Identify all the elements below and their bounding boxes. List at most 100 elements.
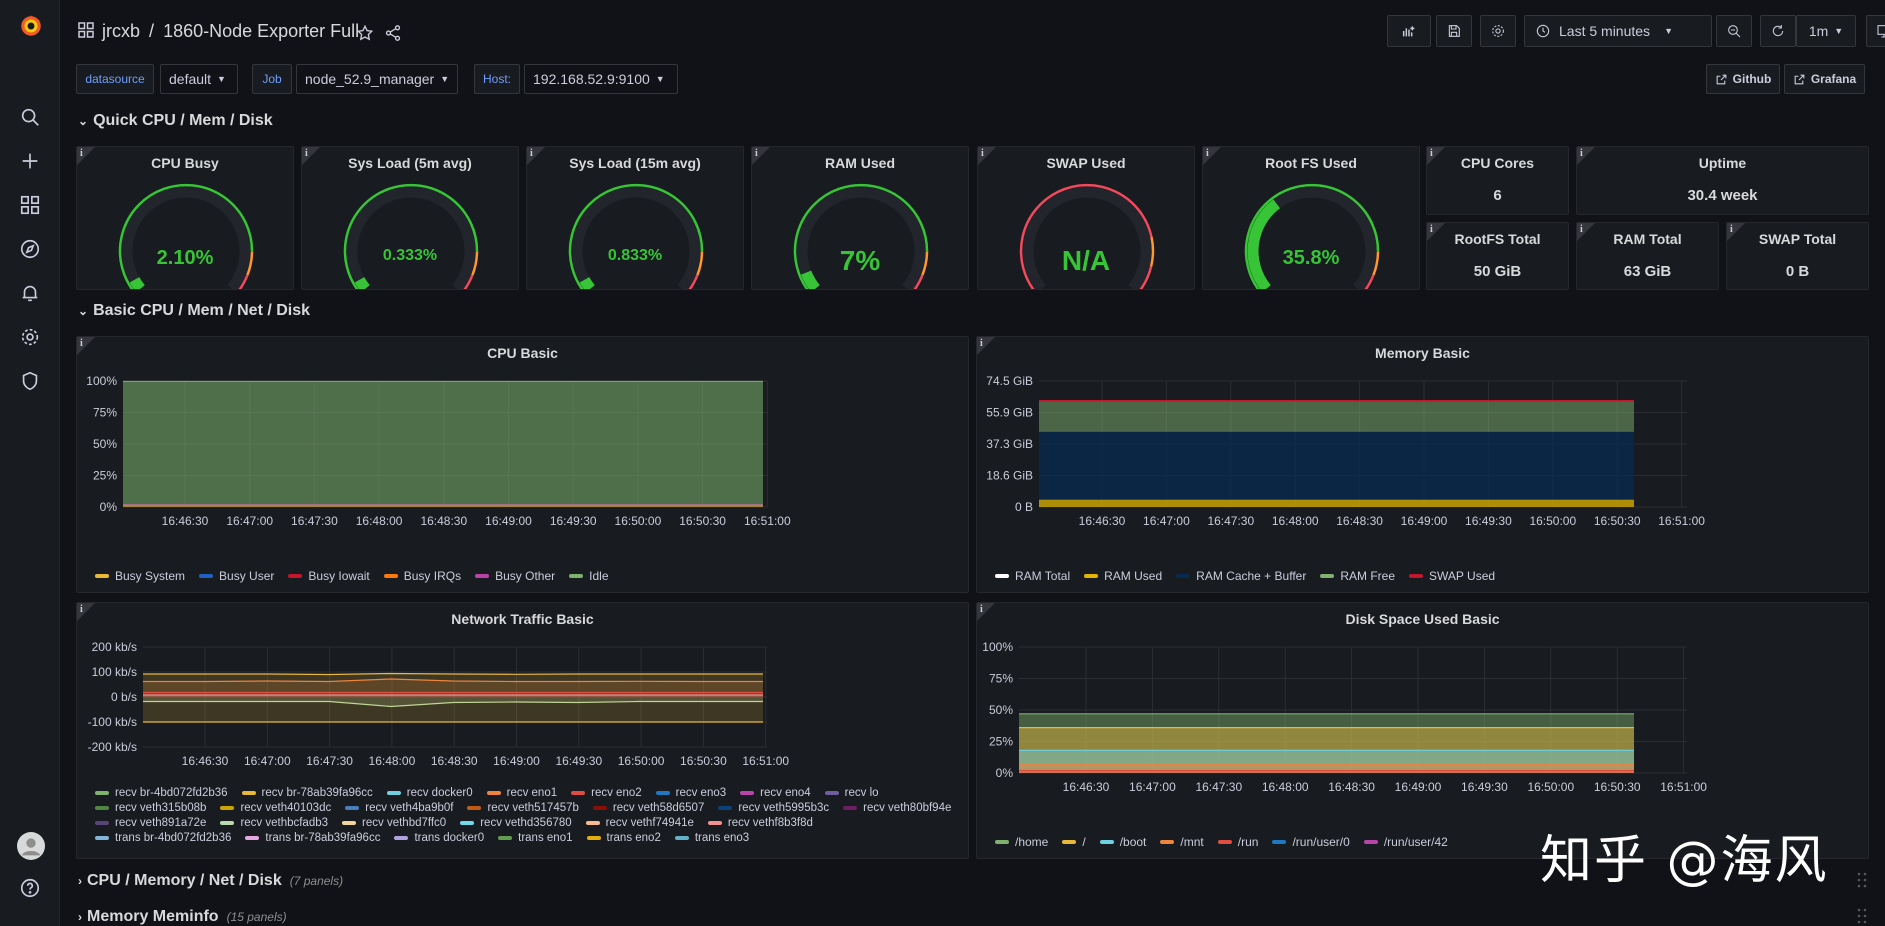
legend-item[interactable]: Busy Other: [475, 569, 555, 583]
legend-item[interactable]: recv vethbd7ffc0: [342, 817, 446, 829]
legend-item[interactable]: recv vethf74941e: [585, 817, 694, 829]
graph-panel-cpu-basic[interactable]: i CPU Basic 100% 75% 50% 25% 0% 16:46:30 16:47…: [76, 336, 969, 593]
graph-panel-disk-basic[interactable]: i Disk Space Used Basic 100% 75% 50% 25% 0% 1…: [976, 602, 1869, 859]
row-header-quick[interactable]: ⌄ Quick CPU / Mem / Disk: [78, 112, 273, 130]
dashboard-settings-button[interactable]: [1480, 15, 1516, 47]
legend-item[interactable]: RAM Total: [995, 569, 1070, 583]
legend-item[interactable]: recv eno3: [655, 787, 726, 799]
row-header-meminfo[interactable]: › Memory Meminfo (15 panels): [78, 908, 1871, 926]
gauge-panel-swap-used[interactable]: i SWAP Used N/A: [977, 146, 1195, 290]
legend-item[interactable]: recv eno1: [486, 787, 557, 799]
panel-info-icon[interactable]: i: [1577, 147, 1595, 165]
drag-handle-icon[interactable]: [1857, 872, 1867, 888]
legend-item[interactable]: recv veth58d6507: [592, 802, 704, 814]
shield-icon[interactable]: [18, 369, 42, 393]
star-icon[interactable]: [356, 24, 374, 42]
legend-item[interactable]: recv br-78ab39fa96cc: [241, 787, 373, 799]
disk-basic-chart[interactable]: 100% 75% 50% 25% 0% 16:46:30 16:47:00 16:47:30 1…: [977, 633, 1868, 833]
legend-item[interactable]: /run/user/0: [1272, 835, 1350, 849]
legend-item[interactable]: trans eno1: [498, 832, 573, 844]
variable-select-host[interactable]: 192.168.52.9:9100 ▼: [524, 64, 678, 94]
legend-item[interactable]: /run/user/42: [1363, 835, 1448, 849]
variable-select-job[interactable]: node_52.9_manager ▼: [296, 64, 458, 94]
legend-item[interactable]: Busy Iowait: [288, 569, 370, 583]
drag-handle-icon[interactable]: [1857, 908, 1867, 924]
legend-item[interactable]: recv vethf8b3f8d: [707, 817, 813, 829]
legend-item[interactable]: recv vethbcfadb3: [220, 817, 328, 829]
panel-info-icon[interactable]: i: [977, 337, 995, 355]
help-icon[interactable]: [18, 876, 42, 900]
legend-item[interactable]: trans docker0: [394, 832, 484, 844]
legend-item[interactable]: Busy User: [199, 569, 274, 583]
refresh-interval-picker[interactable]: 1m ▼: [1796, 15, 1856, 47]
panel-info-icon[interactable]: i: [77, 147, 95, 165]
refresh-button[interactable]: [1760, 15, 1796, 47]
save-dashboard-button[interactable]: [1436, 15, 1472, 47]
dashboards-grid-icon[interactable]: [18, 193, 42, 217]
panel-info-icon[interactable]: i: [302, 147, 320, 165]
dashboard-title[interactable]: 1860-Node Exporter Full: [163, 21, 360, 41]
legend-item[interactable]: recv veth891a72e: [95, 817, 206, 829]
panel-info-icon[interactable]: i: [527, 147, 545, 165]
legend-item[interactable]: recv veth40103dc: [220, 802, 331, 814]
cpu-basic-chart[interactable]: 100% 75% 50% 25% 0% 16:46:30 16:47:00 16:47:30 1…: [77, 367, 968, 567]
grafana-logo-icon[interactable]: [17, 12, 45, 40]
legend-item[interactable]: recv veth517457b: [467, 802, 579, 814]
row-header-cpu-memory[interactable]: › CPU / Memory / Net / Disk (7 panels): [78, 872, 1871, 900]
time-picker-button[interactable]: Last 5 minutes ▼: [1524, 15, 1712, 47]
legend-item[interactable]: RAM Used: [1084, 569, 1162, 583]
panel-info-icon[interactable]: i: [77, 337, 95, 355]
panel-info-icon[interactable]: i: [1427, 223, 1445, 241]
legend-item[interactable]: recv vethd356780: [460, 817, 572, 829]
grafana-link-button[interactable]: Grafana: [1784, 64, 1865, 94]
panel-info-icon[interactable]: i: [1203, 147, 1221, 165]
graph-panel-network-basic[interactable]: i Network Traffic Basic 200 kb/s 100 kb/s…: [76, 602, 969, 859]
row-header-basic[interactable]: ⌄ Basic CPU / Mem / Net / Disk: [78, 302, 310, 320]
legend-item[interactable]: RAM Free: [1320, 569, 1395, 583]
panel-info-icon[interactable]: i: [1427, 147, 1445, 165]
stat-panel-ram-total[interactable]: i RAM Total 63 GiB: [1576, 222, 1719, 290]
search-icon[interactable]: [18, 105, 42, 129]
legend-item[interactable]: /run: [1217, 835, 1258, 849]
stat-panel-rootfs-total[interactable]: i RootFS Total 50 GiB: [1426, 222, 1569, 290]
legend-item[interactable]: /: [1062, 835, 1086, 849]
legend-item[interactable]: recv lo: [824, 787, 879, 799]
legend-item[interactable]: recv br-4bd072fd2b36: [95, 787, 228, 799]
plus-icon[interactable]: [18, 149, 42, 173]
legend-item[interactable]: RAM Cache + Buffer: [1176, 569, 1306, 583]
breadcrumb-folder[interactable]: jrcxb: [102, 21, 141, 41]
legend-item[interactable]: trans eno3: [674, 832, 749, 844]
panel-info-icon[interactable]: i: [752, 147, 770, 165]
gauge-panel-cpu-busy[interactable]: i CPU Busy 2.10%: [76, 146, 294, 290]
gauge-panel-sys-load-5m[interactable]: i Sys Load (5m avg) 0.333%: [301, 146, 519, 290]
tv-mode-button[interactable]: [1866, 15, 1885, 47]
panel-info-icon[interactable]: i: [77, 603, 95, 621]
gauge-panel-ram-used[interactable]: i RAM Used 7%: [751, 146, 969, 290]
github-link-button[interactable]: Github: [1706, 64, 1780, 94]
legend-item[interactable]: recv veth5995b3c: [718, 802, 829, 814]
legend-item[interactable]: /boot: [1099, 835, 1146, 849]
bell-alerting-icon[interactable]: [18, 281, 42, 305]
add-panel-button[interactable]: [1387, 15, 1431, 47]
legend-item[interactable]: Idle: [569, 569, 609, 583]
memory-basic-chart[interactable]: 74.5 GiB 55.9 GiB 37.3 GiB 18.6 GiB 0 B 16:46…: [977, 367, 1868, 567]
legend-item[interactable]: recv eno2: [571, 787, 642, 799]
legend-item[interactable]: Busy System: [95, 569, 185, 583]
legend-item[interactable]: /mnt: [1160, 835, 1204, 849]
legend-item[interactable]: recv docker0: [386, 787, 473, 799]
legend-item[interactable]: recv veth4ba9b0f: [345, 802, 453, 814]
legend-item[interactable]: /home: [995, 835, 1048, 849]
compass-explore-icon[interactable]: [18, 237, 42, 261]
graph-panel-memory-basic[interactable]: i Memory Basic 74.5 GiB 55.9 GiB 37.3 GiB 1…: [976, 336, 1869, 593]
stat-panel-swap-total[interactable]: i SWAP Total 0 B: [1726, 222, 1869, 290]
legend-item[interactable]: trans br-4bd072fd2b36: [95, 832, 231, 844]
panel-info-icon[interactable]: i: [1577, 223, 1595, 241]
stat-panel-cpu-cores[interactable]: i CPU Cores 6: [1426, 146, 1569, 215]
legend-item[interactable]: recv eno4: [740, 787, 811, 799]
share-icon[interactable]: [384, 24, 402, 42]
legend-item[interactable]: trans eno2: [586, 832, 661, 844]
legend-item[interactable]: Busy IRQs: [383, 569, 461, 583]
user-avatar[interactable]: [17, 832, 45, 860]
gear-icon[interactable]: [18, 325, 42, 349]
panel-info-icon[interactable]: i: [1727, 223, 1745, 241]
